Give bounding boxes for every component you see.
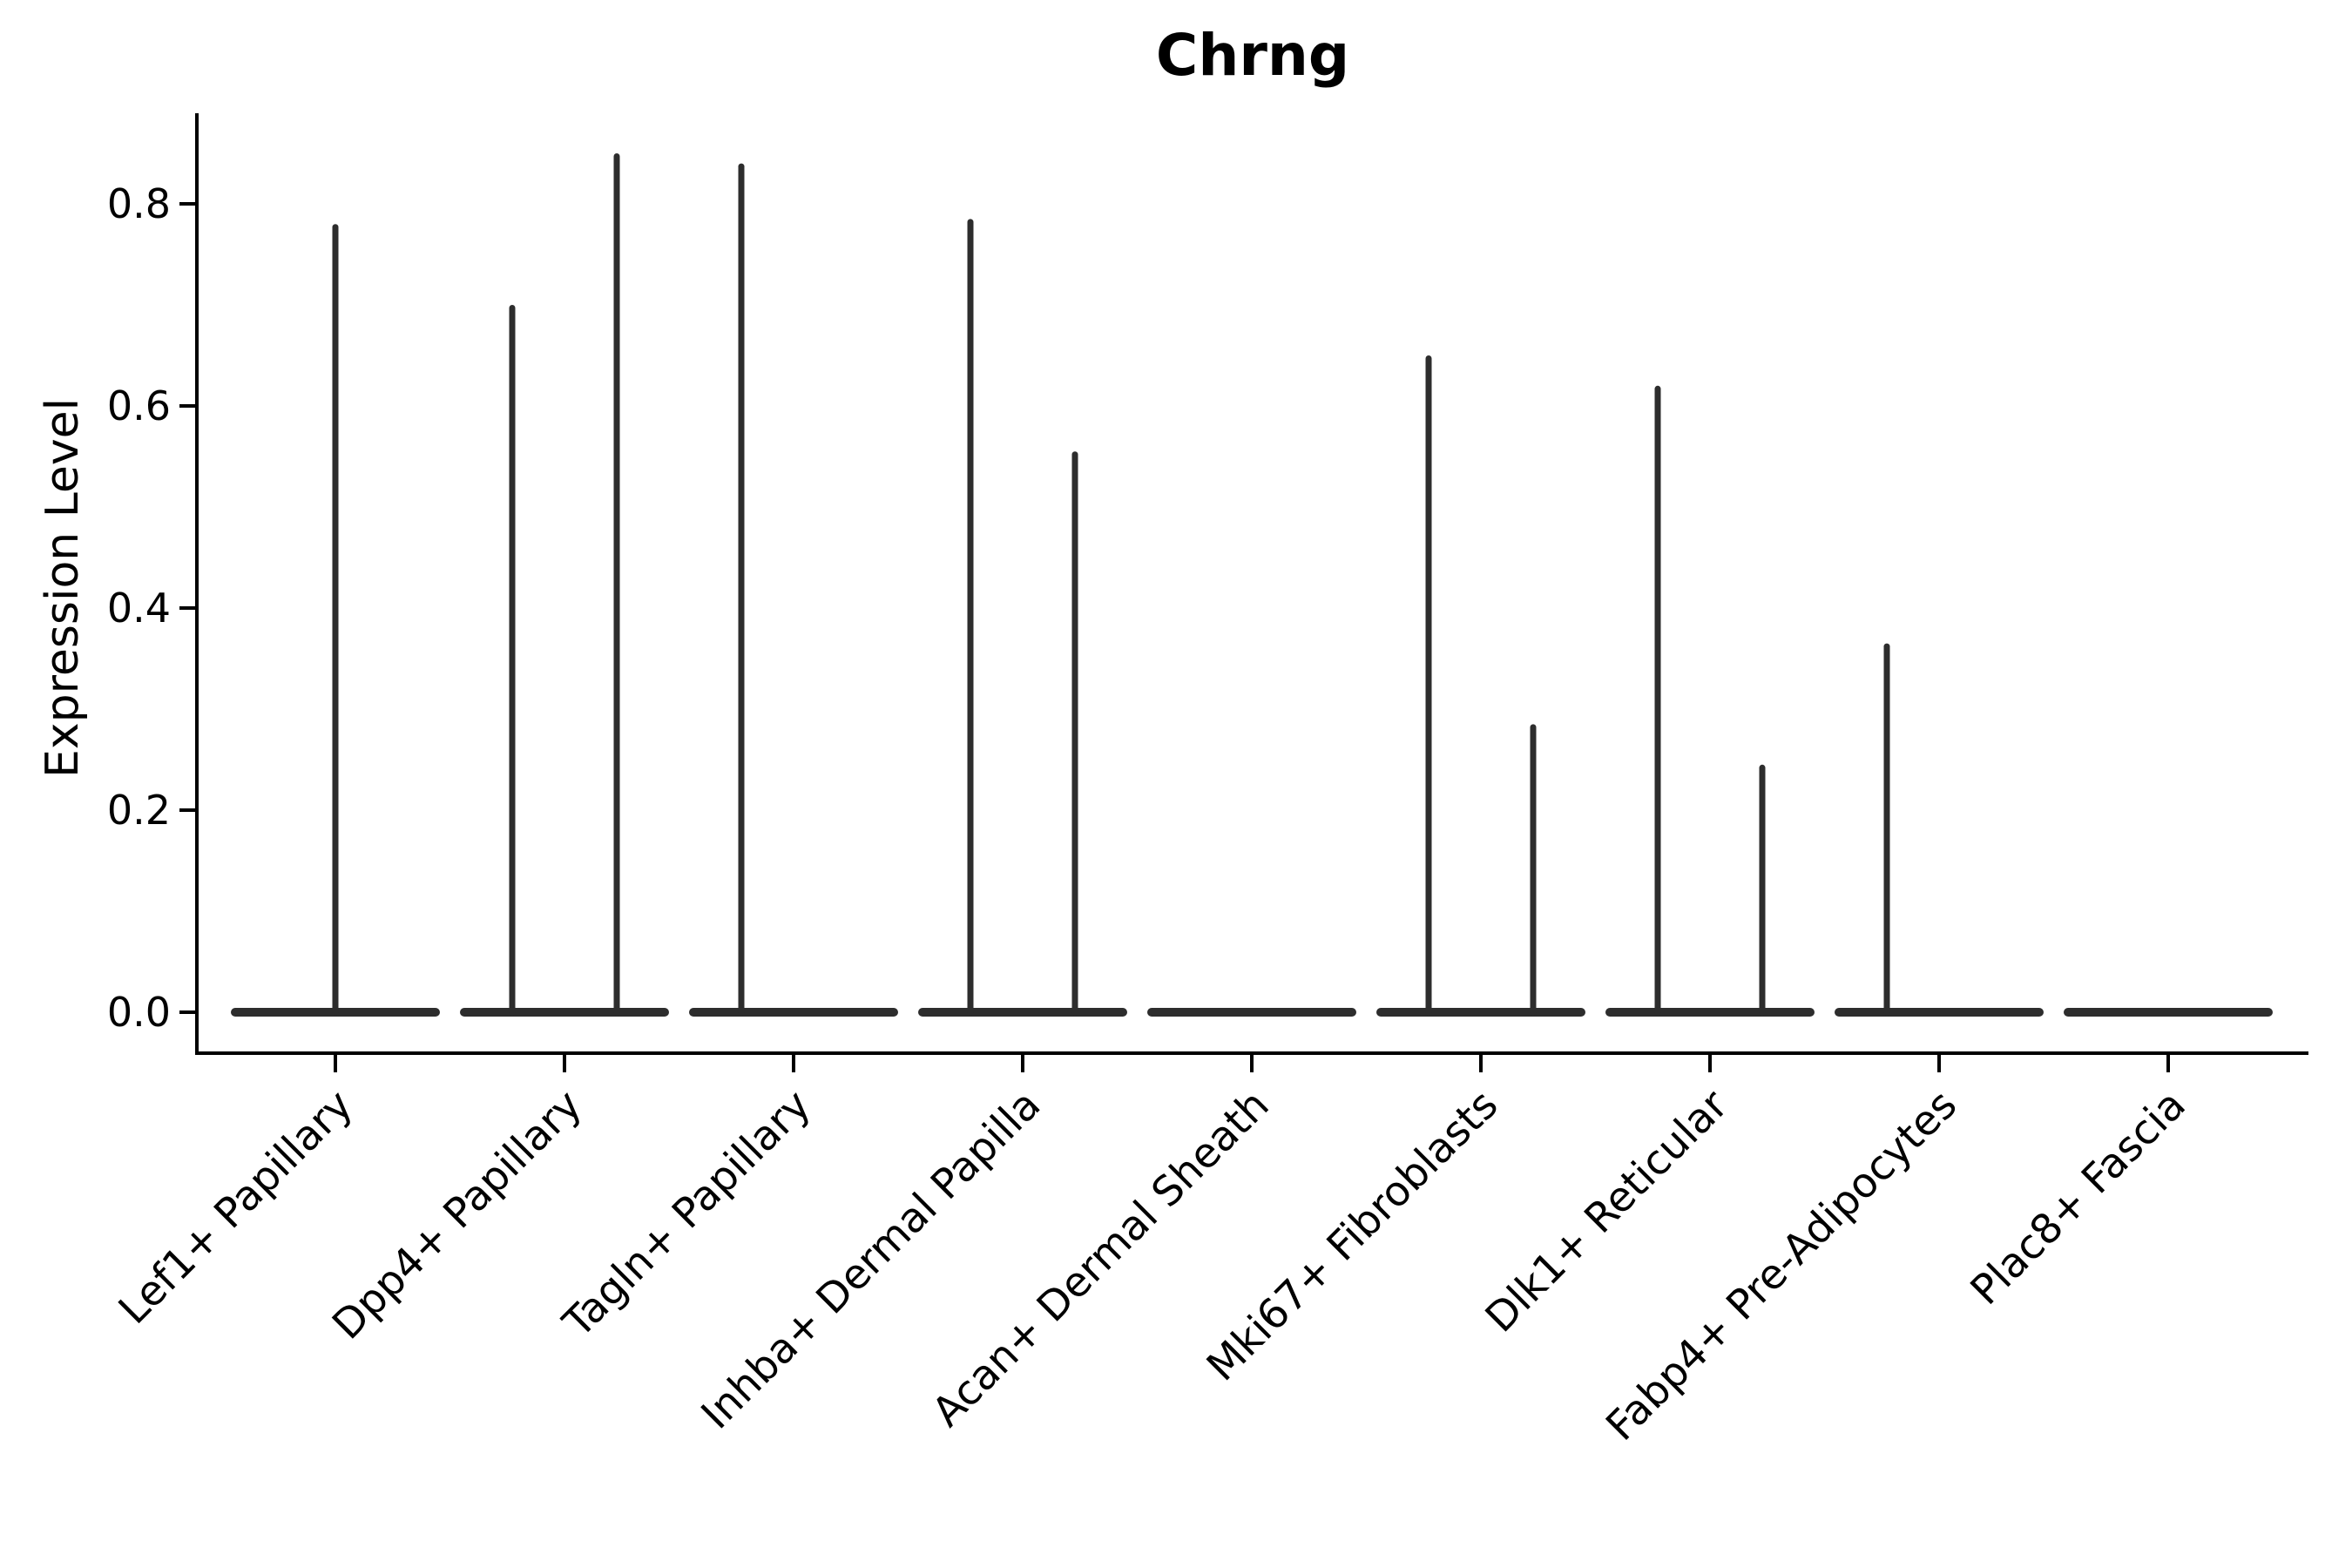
y-tick-label: 0.2 <box>106 787 171 834</box>
chart-title: Chrng <box>1155 22 1350 89</box>
y-tick-label: 0.6 <box>106 382 171 429</box>
y-tick-label: 0.0 <box>106 989 171 1036</box>
y-tick-label: 0.8 <box>106 180 171 227</box>
y-tick-label: 0.4 <box>106 585 171 632</box>
